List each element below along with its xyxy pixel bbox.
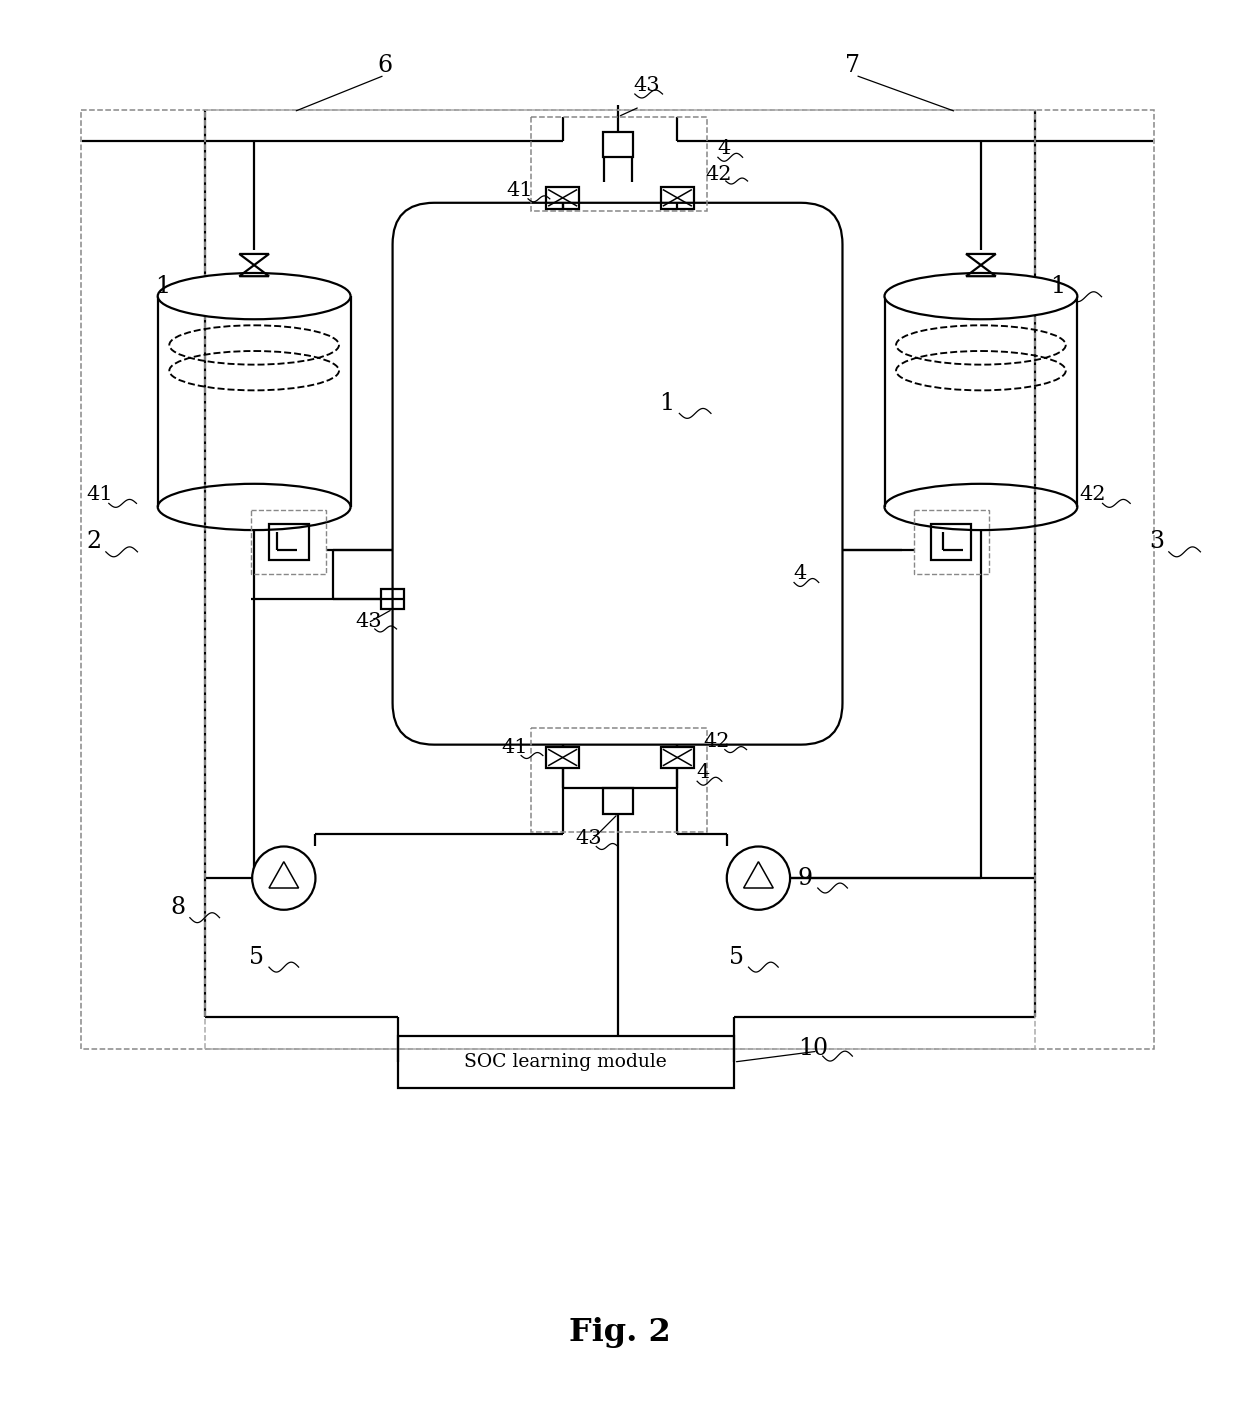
Text: 41: 41 [506,181,533,200]
Text: 2: 2 [86,531,102,554]
Text: SOC learning module: SOC learning module [464,1053,667,1072]
Bar [381,589,404,609]
Text: 9: 9 [799,866,813,889]
Text: 4: 4 [794,564,806,584]
Bar [661,187,694,208]
Bar [81,110,1154,1049]
Circle shape [252,846,315,910]
Text: Fig. 2: Fig. 2 [569,1317,671,1349]
Text: 7: 7 [846,54,861,77]
Bar [252,511,326,574]
Bar [205,110,1035,1049]
Text: 43: 43 [355,612,382,631]
Bar [546,746,579,768]
Bar [531,117,707,211]
Text: 1: 1 [1050,275,1065,298]
Bar [603,131,632,157]
Text: 42: 42 [703,732,729,751]
Text: 4: 4 [696,763,709,782]
Ellipse shape [884,273,1078,320]
Text: 41: 41 [86,485,113,504]
Text: 42: 42 [706,164,732,184]
Bar [531,728,707,832]
Text: 5: 5 [249,946,264,969]
Circle shape [727,846,790,910]
Text: 10: 10 [799,1036,828,1060]
Text: 42: 42 [1080,485,1106,504]
Text: 4: 4 [717,138,730,158]
Text: 1: 1 [660,392,675,415]
Text: 5: 5 [729,946,744,969]
Bar [931,524,971,559]
Text: 43: 43 [634,76,661,94]
Bar [269,524,309,559]
Text: 3: 3 [1149,531,1164,554]
Text: 6: 6 [378,54,393,77]
Text: 43: 43 [575,829,603,848]
Text: 41: 41 [501,738,528,758]
Ellipse shape [157,273,351,320]
Bar [603,788,632,813]
Text: 8: 8 [170,896,185,919]
Bar [398,1036,734,1087]
Bar [661,746,694,768]
Bar [546,187,579,208]
Bar [914,511,988,574]
Text: 1: 1 [155,275,170,298]
